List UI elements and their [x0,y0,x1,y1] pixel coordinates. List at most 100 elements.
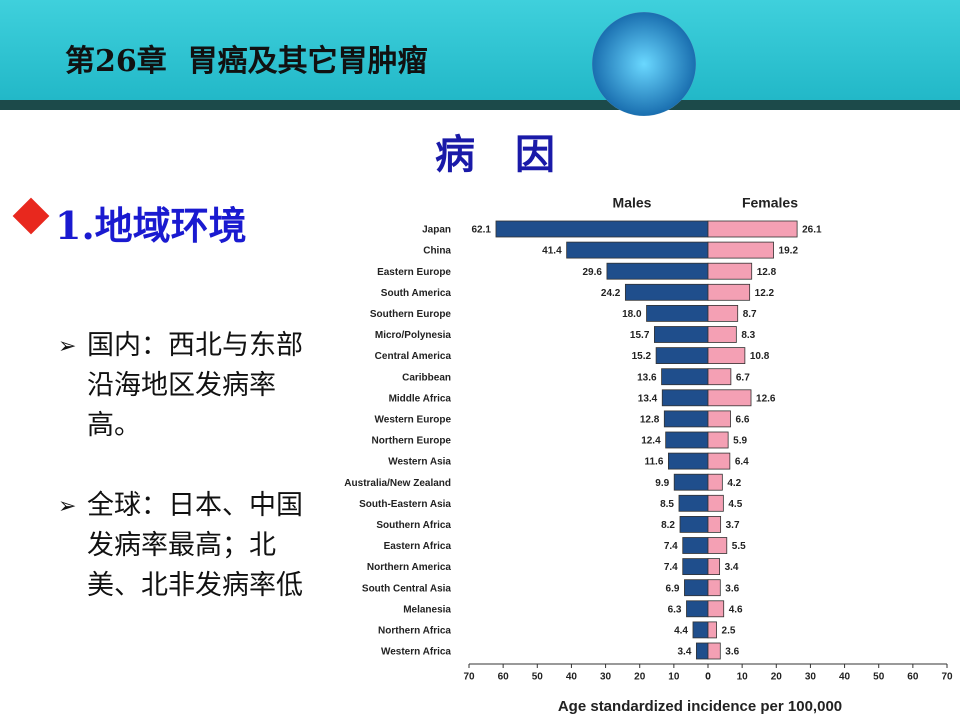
value-label: 6.6 [736,415,750,426]
category-label: Caribbean [402,372,451,383]
bullet-text: 国内：西北与东部沿海地区发病率高。 [87,330,303,441]
value-label: 3.4 [677,647,691,658]
x-tick-label: 70 [463,672,475,683]
value-label: 41.4 [542,246,562,257]
value-label: 12.4 [641,436,661,447]
bullet-text: 全球：日本、中国发病率最高；北美、北非发病率低 [87,490,303,601]
bar [707,326,737,343]
category-label: Northern Africa [378,626,451,637]
value-label: 15.2 [632,351,652,362]
value-label: 62.1 [472,225,492,236]
value-label: 8.7 [743,309,757,320]
category-label: Northern Europe [372,436,452,447]
value-label: 15.7 [630,330,650,341]
value-label: 5.9 [733,436,747,447]
bar [707,283,751,301]
bar [707,452,731,470]
heading: 病 因 [435,131,555,178]
bar [684,579,709,597]
x-tick-label: 0 [705,672,711,683]
value-label: 2.5 [722,626,736,637]
bar [686,600,709,618]
category-label: South-Eastern Asia [359,499,451,510]
x-tick-label: 10 [668,672,680,683]
x-tick-label: 20 [634,672,646,683]
category-label: Micro/Polynesia [375,330,452,341]
value-label: 8.3 [741,330,755,341]
category-label: Middle Africa [389,393,452,404]
value-label: 12.2 [755,288,775,299]
bar [707,579,721,597]
bar [707,473,723,491]
value-label: 24.2 [601,288,621,299]
category-label: Western Africa [381,647,451,658]
bar [673,473,709,491]
bar [566,241,709,259]
category-label: Eastern Europe [377,267,451,278]
bar [707,537,728,554]
logo [592,12,696,116]
category-label: Melanesia [403,604,451,615]
value-label: 12.8 [757,267,777,278]
bar [707,558,721,575]
bar [495,220,709,238]
category-label: Western Europe [375,415,452,426]
bar [707,642,721,660]
value-label: 7.4 [664,562,678,573]
bar [653,326,709,343]
x-tick-label: 30 [600,672,612,683]
bar [682,537,709,554]
bar [707,220,798,238]
category-label: Japan [422,225,451,236]
bar [707,621,717,639]
bar [707,410,731,428]
bar [707,431,729,449]
bar [692,621,709,639]
bar [707,516,722,533]
x-tick-label: 50 [532,672,544,683]
category-label: South Central Asia [362,583,452,594]
bar [646,304,709,322]
bar [655,347,709,365]
category-label: Central America [375,351,452,362]
bar [707,262,753,280]
category-label: Southern Europe [370,309,452,320]
value-label: 10.8 [750,351,770,362]
category-label: Southern Africa [376,520,451,531]
category-label: South America [381,288,452,299]
value-label: 26.1 [802,225,822,236]
x-tick-label: 70 [941,672,953,683]
value-label: 4.6 [729,604,743,615]
value-label: 18.0 [622,309,642,320]
value-label: 4.5 [728,499,742,510]
bar [661,368,709,386]
x-tick-label: 60 [498,672,510,683]
x-tick-label: 10 [737,672,749,683]
category-label: Western Asia [388,457,451,468]
bar [663,410,709,428]
bar [606,262,709,280]
value-label: 3.7 [726,520,740,531]
value-label: 9.9 [655,478,669,489]
x-tick-label: 60 [907,672,919,683]
legend-label: Males [613,195,652,211]
x-axis-label: Age standardized incidence per 100,000 [558,698,842,715]
value-label: 29.6 [582,267,602,278]
x-tick-label: 50 [873,672,885,683]
bar [707,600,725,618]
legend-label: Females [742,195,798,211]
value-label: 5.5 [732,541,746,552]
value-label: 11.6 [644,457,663,468]
value-label: 7.4 [664,541,678,552]
bullet-arrow: ➢ [58,334,77,359]
bar [707,304,739,322]
bar [661,389,709,407]
value-label: 6.4 [735,457,749,468]
category-label: China [423,246,451,257]
value-label: 8.5 [660,499,674,510]
value-label: 4.4 [674,626,688,637]
category-label: Australia/New Zealand [344,478,451,489]
value-label: 3.4 [725,562,739,573]
value-label: 6.7 [736,372,750,383]
value-label: 6.3 [668,604,682,615]
